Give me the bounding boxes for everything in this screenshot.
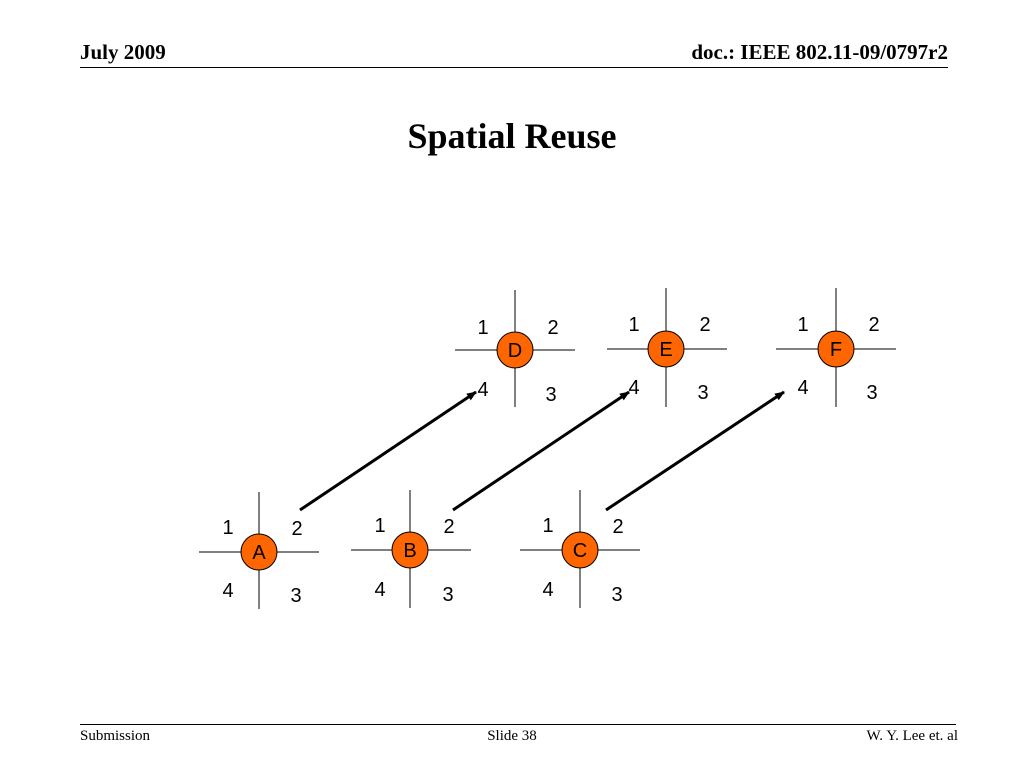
node-e-sector-1: 1 <box>628 314 639 336</box>
node-b-sector-2: 2 <box>443 516 454 538</box>
link-b-e <box>452 390 630 512</box>
link-c-f <box>605 390 785 512</box>
footer-rule <box>80 724 956 725</box>
node-c-sector-2: 2 <box>612 516 623 538</box>
node-a-sector-4: 4 <box>222 580 233 602</box>
node-f-label: F <box>830 339 842 361</box>
footer-submission: Submission <box>80 728 151 744</box>
node-e-label: E <box>659 339 672 361</box>
node-d: D 1 2 3 4 <box>455 290 575 407</box>
node-b: B 1 2 3 4 <box>351 490 471 608</box>
node-c-circle <box>561 531 599 569</box>
node-b-sector-3: 3 <box>442 584 453 606</box>
node-a: A 1 2 3 4 <box>199 492 319 609</box>
node-b-sector-1: 1 <box>374 515 385 537</box>
node-c-sector-3: 3 <box>611 584 622 606</box>
slide-title: Spatial Reuse <box>407 116 617 156</box>
node-c-sector-1: 1 <box>542 515 553 537</box>
node-b-circle <box>391 531 429 569</box>
node-c-sector-4: 4 <box>542 579 553 601</box>
node-f-sector-2: 2 <box>868 314 879 336</box>
node-d-circle <box>496 331 534 369</box>
node-e: E 1 2 3 4 <box>607 288 727 407</box>
node-c: C 1 2 3 4 <box>520 490 640 608</box>
node-f-circle <box>817 330 855 368</box>
node-f-sector-1: 1 <box>797 314 808 336</box>
node-f: F 1 2 3 4 <box>776 288 896 407</box>
node-b-sector-4: 4 <box>374 579 385 601</box>
node-b-label: B <box>403 540 416 562</box>
header-doc-id: doc.: IEEE 802.11-09/0797r2 <box>691 40 948 64</box>
node-a-circle <box>240 533 278 571</box>
node-a-label: A <box>252 542 266 564</box>
node-a-sector-3: 3 <box>290 585 301 607</box>
node-f-sector-4: 4 <box>797 377 808 399</box>
link-a-d <box>299 390 477 512</box>
footer-slide-number: Slide 38 <box>487 728 537 744</box>
header-date: July 2009 <box>80 40 166 64</box>
node-a-sector-1: 1 <box>222 517 233 539</box>
node-e-sector-4: 4 <box>628 377 639 399</box>
node-e-sector-3: 3 <box>697 382 708 404</box>
node-d-sector-4: 4 <box>477 379 488 401</box>
node-d-sector-3: 3 <box>545 384 556 406</box>
node-c-label: C <box>573 540 587 562</box>
node-f-sector-3: 3 <box>866 382 877 404</box>
footer-authors: W. Y. Lee et. al <box>866 728 958 744</box>
node-d-sector-1: 1 <box>477 317 488 339</box>
header-rule <box>80 67 948 68</box>
node-d-label: D <box>508 340 522 362</box>
node-e-sector-2: 2 <box>699 314 710 336</box>
node-e-circle <box>647 330 685 368</box>
node-a-sector-2: 2 <box>291 518 302 540</box>
node-d-sector-2: 2 <box>547 317 558 339</box>
